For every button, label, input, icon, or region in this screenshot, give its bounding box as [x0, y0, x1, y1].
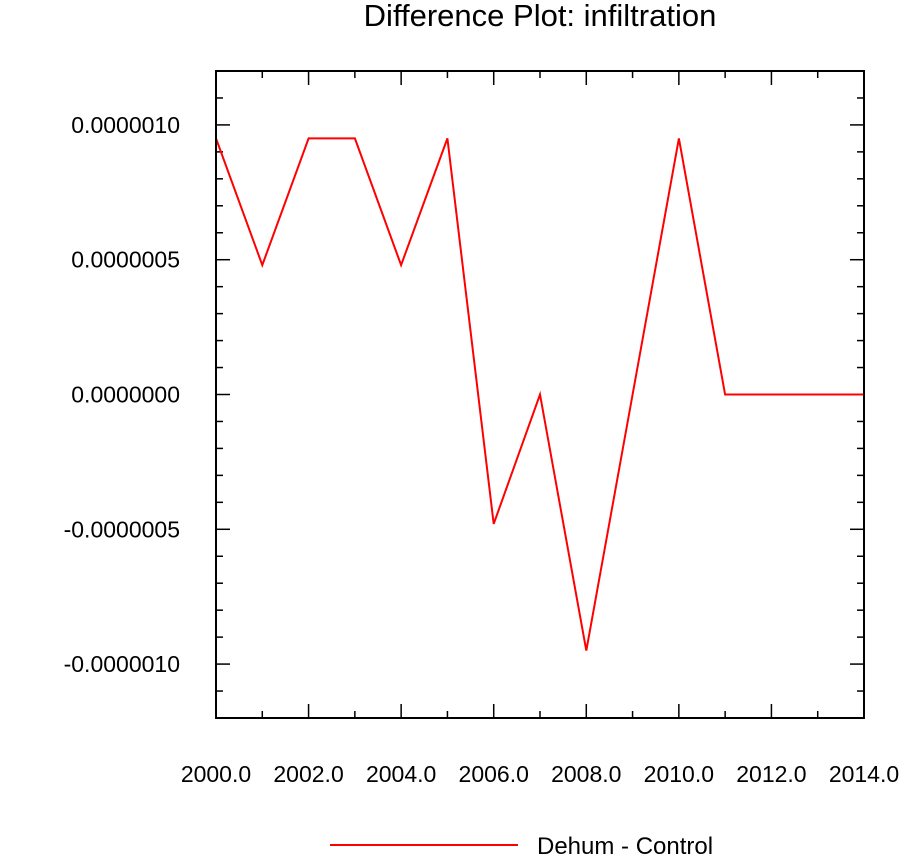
x-tick-label: 2002.0: [273, 761, 343, 787]
chart-title: Difference Plot: infiltration: [364, 0, 717, 33]
y-tick-label: 0.0000010: [71, 112, 180, 138]
x-tick-label: 2000.0: [181, 761, 251, 787]
y-tick-label: 0.0000005: [71, 247, 180, 273]
y-tick-label: -0.0000005: [64, 516, 180, 542]
axis-ticks: [215, 70, 865, 719]
y-tick-label: -0.0000010: [64, 651, 180, 677]
plot-frame: [215, 70, 865, 719]
x-tick-label: 2012.0: [736, 761, 806, 787]
x-tick-label: 2010.0: [644, 761, 714, 787]
x-tick-label: 2004.0: [366, 761, 436, 787]
legend-label-dehum-control: Dehum - Control: [537, 833, 713, 857]
series-line-dehum-control: [215, 137, 864, 651]
x-tick-label: 2006.0: [459, 761, 529, 787]
tick-labels: 2000.0 2002.0 2004.0 2006.0 2008.0 2010.0 2012…: [64, 112, 900, 787]
y-tick-label: 0.0000000: [71, 382, 180, 408]
x-tick-label: 2008.0: [551, 761, 621, 787]
legend: Dehum - Control: [330, 833, 713, 860]
series-lines: [215, 137, 864, 651]
x-tick-label: 2014.0: [829, 761, 899, 787]
